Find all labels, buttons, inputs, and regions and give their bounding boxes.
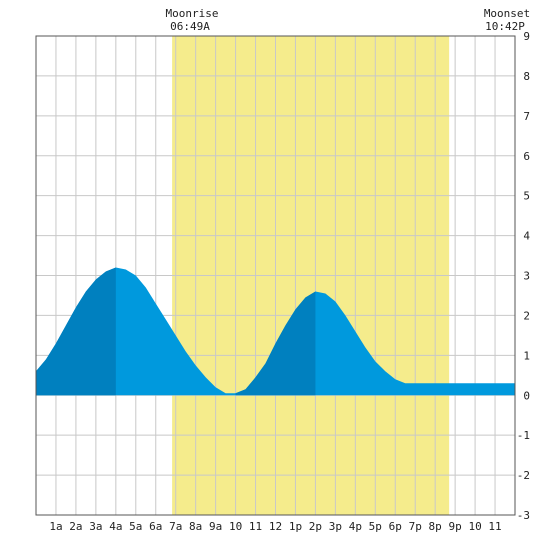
x-tick-label: 12: [269, 520, 282, 533]
x-tick-label: 1a: [49, 520, 62, 533]
x-tick-label: 8a: [189, 520, 202, 533]
x-tick-label: 2a: [69, 520, 82, 533]
x-tick-label: 4p: [349, 520, 362, 533]
y-tick-label: -3: [517, 509, 530, 522]
x-tick-label: 6p: [389, 520, 402, 533]
x-tick-label: 9p: [449, 520, 462, 533]
y-tick-label: 4: [523, 230, 530, 243]
x-tick-label: 3a: [89, 520, 102, 533]
x-tick-label: 8p: [429, 520, 442, 533]
y-tick-label: 8: [523, 70, 530, 83]
x-tick-label: 10: [468, 520, 481, 533]
y-tick-label: 6: [523, 150, 530, 163]
moonrise-label: Moonrise: [166, 7, 219, 20]
x-tick-label: 11: [488, 520, 501, 533]
x-tick-label: 9a: [209, 520, 222, 533]
moonrise-time: 06:49A: [170, 20, 210, 33]
y-tick-label: 0: [523, 389, 530, 402]
y-tick-label: 7: [523, 110, 530, 123]
tide-area: [36, 267, 515, 396]
y-tick-label: 2: [523, 309, 530, 322]
x-tick-label: 7p: [409, 520, 422, 533]
y-tick-label: 9: [523, 30, 530, 43]
x-tick-label: 2p: [309, 520, 322, 533]
x-tick-label: 1p: [289, 520, 302, 533]
y-tick-label: 5: [523, 190, 530, 203]
x-tick-label: 3p: [329, 520, 342, 533]
x-tick-label: 5p: [369, 520, 382, 533]
y-tick-label: 1: [523, 349, 530, 362]
x-tick-label: 7a: [169, 520, 182, 533]
rising-tide-area: [36, 267, 116, 396]
plot-frame: [35, 35, 516, 516]
x-tick-label: 5a: [129, 520, 142, 533]
moonset-label: Moonset: [484, 7, 530, 20]
x-tick-label: 4a: [109, 520, 122, 533]
moonset-time: 10:42P: [485, 20, 525, 33]
y-tick-label: -1: [517, 429, 530, 442]
x-tick-label: 11: [249, 520, 262, 533]
y-tick-label: -2: [517, 469, 530, 482]
y-tick-label: 3: [523, 270, 530, 283]
rising-tide-area: [235, 291, 316, 396]
x-tick-label: 10: [229, 520, 242, 533]
x-tick-label: 6a: [149, 520, 162, 533]
